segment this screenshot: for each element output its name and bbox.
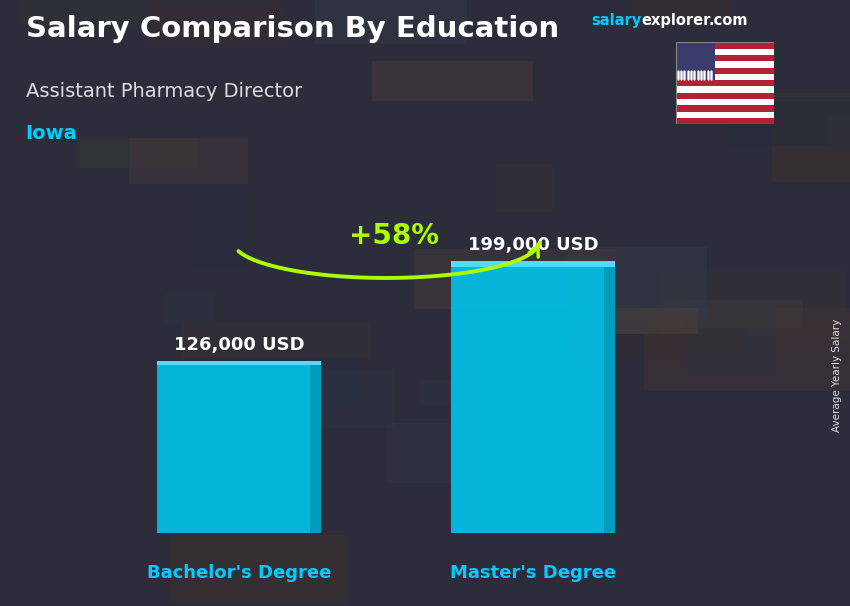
Bar bbox=[471, 247, 564, 267]
Bar bbox=[388, 423, 482, 484]
Bar bbox=[193, 191, 246, 270]
Bar bbox=[420, 381, 487, 406]
Bar bbox=[728, 97, 850, 146]
Bar bbox=[830, 117, 850, 145]
Bar bbox=[414, 249, 615, 308]
Bar bbox=[564, 330, 745, 360]
Bar bbox=[676, 68, 774, 74]
Bar bbox=[676, 105, 774, 112]
Text: Bachelor's Degree: Bachelor's Degree bbox=[147, 564, 332, 582]
Bar bbox=[676, 112, 774, 118]
Bar bbox=[644, 308, 850, 391]
Text: Salary Comparison By Education: Salary Comparison By Education bbox=[26, 15, 558, 43]
Bar bbox=[310, 361, 321, 533]
Bar bbox=[676, 48, 774, 55]
Bar bbox=[676, 118, 774, 124]
Bar bbox=[568, 247, 706, 321]
Bar bbox=[684, 304, 775, 371]
Bar bbox=[496, 164, 553, 212]
Text: .com: .com bbox=[708, 13, 747, 28]
Bar bbox=[450, 261, 615, 533]
Bar bbox=[145, 2, 286, 45]
Bar bbox=[676, 80, 774, 87]
Bar bbox=[676, 99, 774, 105]
Bar bbox=[450, 261, 615, 267]
Bar bbox=[183, 323, 370, 358]
Bar bbox=[658, 271, 847, 340]
Bar bbox=[676, 42, 774, 48]
Bar bbox=[20, 0, 144, 25]
Bar bbox=[664, 299, 802, 328]
Bar bbox=[76, 138, 197, 168]
Bar bbox=[227, 355, 358, 405]
Bar bbox=[371, 61, 533, 101]
Text: Assistant Pharmacy Director: Assistant Pharmacy Director bbox=[26, 82, 302, 101]
Text: Master's Degree: Master's Degree bbox=[450, 564, 616, 582]
Bar bbox=[609, 308, 698, 334]
Bar bbox=[676, 55, 774, 61]
Bar bbox=[676, 87, 774, 93]
Bar bbox=[676, 74, 774, 80]
Bar bbox=[170, 535, 346, 602]
Bar bbox=[676, 42, 715, 80]
Text: Iowa: Iowa bbox=[26, 124, 77, 143]
Bar bbox=[156, 361, 321, 365]
Bar bbox=[676, 93, 774, 99]
Text: +58%: +58% bbox=[348, 222, 439, 250]
Bar bbox=[536, 360, 593, 387]
Bar bbox=[239, 370, 394, 428]
Bar bbox=[633, 0, 731, 19]
Bar bbox=[773, 93, 850, 182]
Bar bbox=[166, 294, 215, 323]
Bar bbox=[129, 138, 248, 184]
Bar bbox=[161, 493, 285, 527]
Text: 199,000 USD: 199,000 USD bbox=[468, 236, 598, 255]
Bar bbox=[315, 0, 468, 44]
Text: Average Yearly Salary: Average Yearly Salary bbox=[832, 319, 842, 432]
Text: explorer: explorer bbox=[641, 13, 711, 28]
Bar bbox=[676, 61, 774, 68]
Bar bbox=[156, 361, 321, 533]
Text: salary: salary bbox=[591, 13, 641, 28]
Bar bbox=[604, 261, 615, 533]
Text: 126,000 USD: 126,000 USD bbox=[173, 336, 304, 355]
